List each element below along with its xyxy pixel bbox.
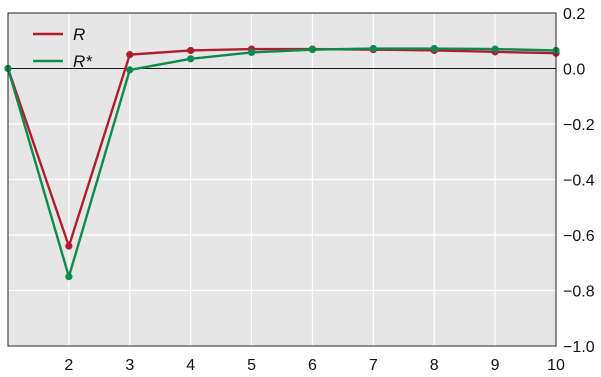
x-tick-label: 10 <box>547 357 565 374</box>
y-tick-label: −0.8 <box>563 284 595 301</box>
data-point <box>65 242 73 250</box>
data-point <box>187 55 195 63</box>
data-point <box>308 46 317 54</box>
data-point <box>187 46 195 55</box>
plot-frame <box>7 12 557 347</box>
x-tick-label: 6 <box>308 357 317 374</box>
x-tick-label: 8 <box>430 357 439 374</box>
y-tick-label: −1.0 <box>563 339 595 356</box>
y-tick-label: −0.6 <box>563 228 595 245</box>
y-tick-label: −0.2 <box>563 117 595 134</box>
x-tick-label: 9 <box>491 357 500 374</box>
x-tick-label: 3 <box>125 357 134 374</box>
data-point <box>369 44 377 53</box>
legend: R R* <box>33 25 93 71</box>
y-tick-label: 0.0 <box>563 62 585 79</box>
x-tick-label: 2 <box>64 357 73 374</box>
y-tick-label: −0.4 <box>563 173 595 190</box>
data-point <box>65 273 73 281</box>
x-tick-label: 7 <box>369 357 378 374</box>
x-tick-label: 5 <box>247 357 256 374</box>
data-point <box>126 51 134 59</box>
data-point <box>491 45 499 53</box>
legend-label-2: R* <box>73 52 93 71</box>
y-tick-label: 0.2 <box>563 6 585 23</box>
x-tick-label: 4 <box>186 357 195 374</box>
series-line-2 <box>6 47 557 278</box>
data-point <box>247 48 256 57</box>
data-point <box>126 66 134 74</box>
series-line-1 <box>6 47 557 248</box>
legend-label-1: R <box>73 25 85 44</box>
data-point <box>430 44 438 53</box>
axes: 2 3 4 5 6 7 8 9 10 0.2 0.0 −0.2 −0.4 −0.6 −0.8 −1.0 <box>64 6 594 374</box>
